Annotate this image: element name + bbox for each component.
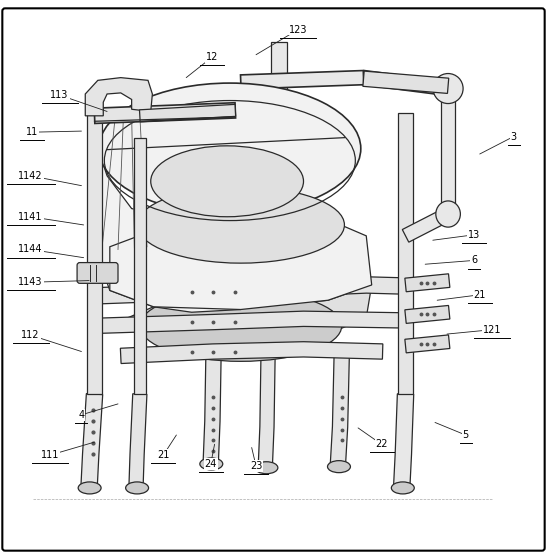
Text: 112: 112 xyxy=(21,330,40,340)
Polygon shape xyxy=(441,88,455,214)
Text: 23: 23 xyxy=(250,461,262,471)
Polygon shape xyxy=(85,78,153,116)
Polygon shape xyxy=(363,70,449,96)
Text: 24: 24 xyxy=(205,459,217,469)
Polygon shape xyxy=(120,342,383,363)
Text: 113: 113 xyxy=(50,90,69,100)
Text: 13: 13 xyxy=(468,230,480,240)
Polygon shape xyxy=(363,71,449,93)
Ellipse shape xyxy=(78,482,101,494)
Polygon shape xyxy=(134,138,146,394)
Text: 111: 111 xyxy=(40,450,59,460)
Text: 12: 12 xyxy=(206,52,219,62)
Polygon shape xyxy=(258,356,275,466)
Text: 121: 121 xyxy=(482,325,501,335)
Text: 123: 123 xyxy=(289,25,307,35)
Text: 1144: 1144 xyxy=(19,244,43,254)
Ellipse shape xyxy=(200,458,223,470)
Polygon shape xyxy=(330,356,350,466)
Polygon shape xyxy=(303,277,406,296)
Text: 22: 22 xyxy=(375,439,388,449)
Polygon shape xyxy=(405,274,450,292)
Polygon shape xyxy=(110,220,372,310)
FancyBboxPatch shape xyxy=(77,263,118,283)
Polygon shape xyxy=(139,105,236,122)
Text: 3: 3 xyxy=(510,131,516,141)
Text: 21: 21 xyxy=(157,450,170,460)
Polygon shape xyxy=(203,356,221,463)
Text: 6: 6 xyxy=(471,255,478,266)
Ellipse shape xyxy=(391,482,414,494)
Polygon shape xyxy=(115,285,372,342)
Ellipse shape xyxy=(433,74,463,103)
Ellipse shape xyxy=(151,146,304,217)
Polygon shape xyxy=(402,208,451,242)
Text: 11: 11 xyxy=(26,127,38,137)
Polygon shape xyxy=(405,305,450,324)
Polygon shape xyxy=(87,113,102,394)
Text: 1143: 1143 xyxy=(19,277,43,287)
Ellipse shape xyxy=(137,187,345,263)
Polygon shape xyxy=(405,335,450,353)
Text: 21: 21 xyxy=(474,290,486,300)
Polygon shape xyxy=(94,103,236,124)
Polygon shape xyxy=(129,394,147,487)
Polygon shape xyxy=(398,113,413,394)
Ellipse shape xyxy=(140,291,342,361)
Ellipse shape xyxy=(436,201,461,227)
Text: 5: 5 xyxy=(462,430,469,440)
Ellipse shape xyxy=(126,482,149,494)
Polygon shape xyxy=(241,70,364,89)
Polygon shape xyxy=(393,394,414,487)
Polygon shape xyxy=(94,311,406,334)
Polygon shape xyxy=(94,280,304,304)
Ellipse shape xyxy=(99,83,361,214)
Ellipse shape xyxy=(255,462,278,473)
Text: 1142: 1142 xyxy=(19,171,43,181)
Polygon shape xyxy=(271,42,287,230)
Ellipse shape xyxy=(328,461,351,473)
Text: 1141: 1141 xyxy=(19,212,43,222)
Text: 4: 4 xyxy=(78,410,84,420)
Polygon shape xyxy=(96,159,241,312)
Polygon shape xyxy=(81,394,103,487)
